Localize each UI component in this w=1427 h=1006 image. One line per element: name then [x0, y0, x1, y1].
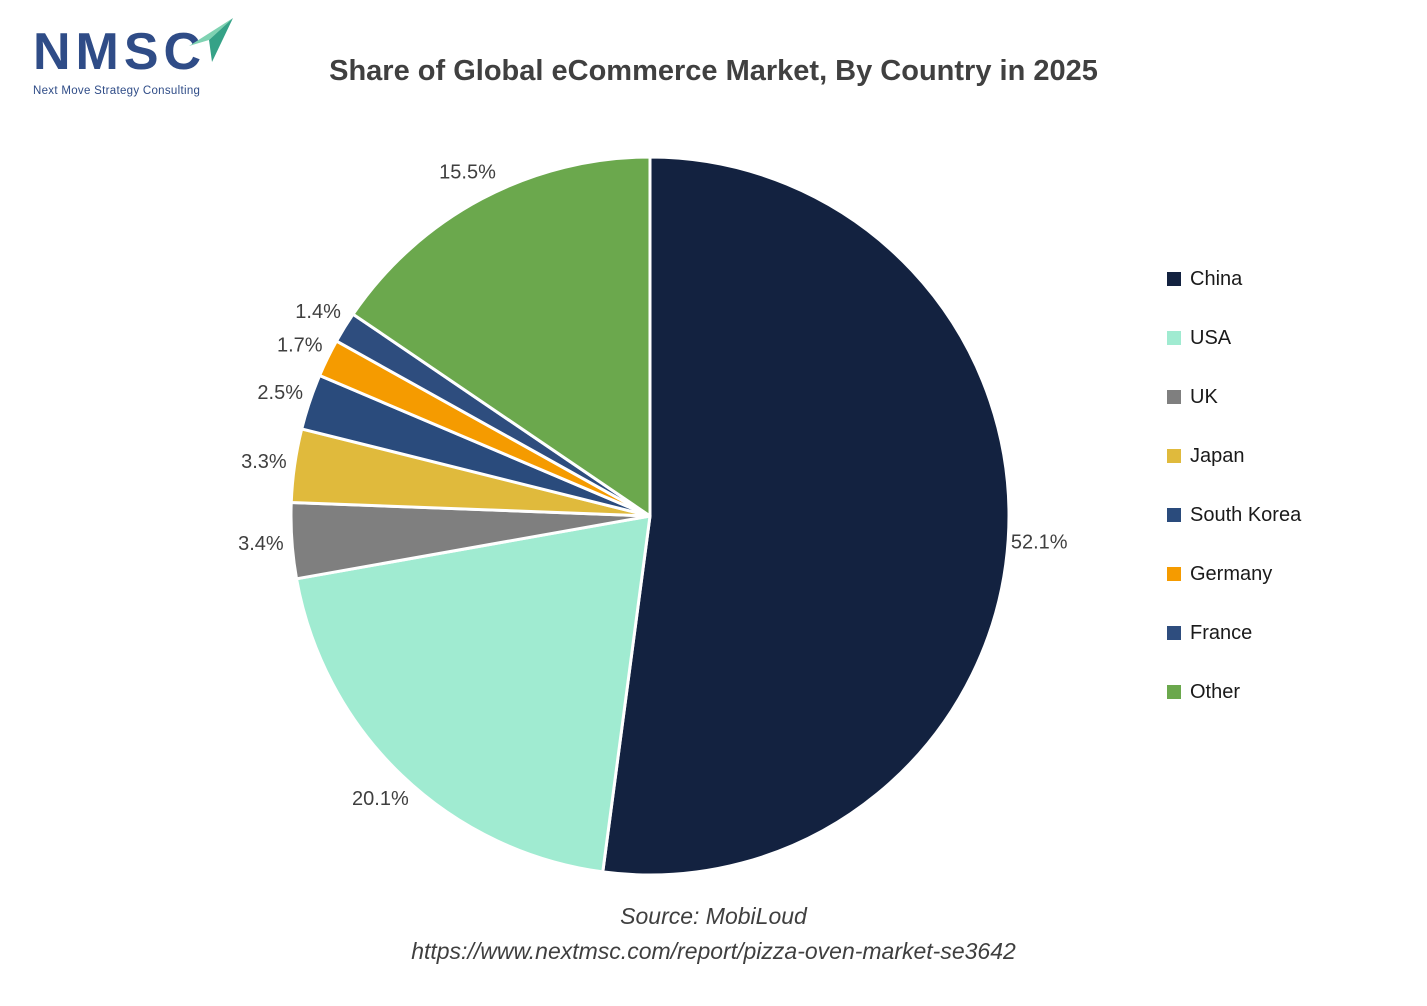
legend-item-south-korea: South Korea — [1167, 503, 1301, 527]
legend: China USA UK Japan South Korea Germany France O… — [1167, 267, 1301, 739]
legend-item-germany: Germany — [1167, 562, 1301, 586]
logo-subtext: Next Move Strategy Consulting — [33, 85, 201, 97]
page-title: Share of Global eCommerce Market, By Cou… — [329, 55, 1098, 87]
pie-label-germany: 1.7% — [277, 334, 323, 356]
legend-swatch-china — [1167, 272, 1181, 286]
legend-item-usa: USA — [1167, 326, 1301, 350]
logo-arrow-icon — [189, 18, 233, 62]
logo-text: NMSC — [33, 23, 207, 81]
legend-swatch-germany — [1167, 567, 1181, 581]
legend-swatch-usa — [1167, 331, 1181, 345]
pie-slice-china — [601, 155, 1011, 877]
source-note: Source: MobiLoud https://www.nextmsc.com… — [0, 899, 1427, 969]
pie-slice-other — [351, 155, 652, 518]
legend-item-other: Other — [1167, 680, 1301, 704]
legend-item-france: France — [1167, 621, 1301, 645]
source-line: Source: MobiLoud — [620, 903, 807, 929]
pie-slice-usa — [295, 514, 652, 874]
pie-label-uk: 3.4% — [238, 533, 284, 555]
legend-item-japan: Japan — [1167, 444, 1301, 468]
legend-label-france: France — [1190, 621, 1253, 644]
pie-label-south-korea: 2.5% — [257, 382, 303, 404]
legend-swatch-france — [1167, 626, 1181, 640]
legend-label-china: China — [1190, 267, 1243, 290]
legend-swatch-south-korea — [1167, 508, 1181, 522]
legend-swatch-uk — [1167, 390, 1181, 404]
source-url: https://www.nextmsc.com/report/pizza-ove… — [411, 938, 1016, 964]
pie-label-france: 1.4% — [295, 301, 341, 323]
legend-item-china: China — [1167, 267, 1301, 291]
pie-label-china: 52.1% — [1011, 532, 1068, 554]
pie-label-japan: 3.3% — [241, 451, 287, 473]
pie-label-usa: 20.1% — [352, 788, 409, 810]
nmsc-logo: NMSC Next Move Strategy Consulting — [33, 18, 263, 97]
pie-label-other: 15.5% — [439, 161, 496, 183]
legend-label-japan: Japan — [1190, 444, 1245, 467]
legend-label-south-korea: South Korea — [1190, 503, 1302, 526]
legend-label-germany: Germany — [1190, 562, 1273, 585]
legend-label-other: Other — [1190, 680, 1241, 703]
legend-item-uk: UK — [1167, 385, 1301, 409]
legend-swatch-other — [1167, 685, 1181, 699]
legend-label-usa: USA — [1190, 326, 1232, 349]
legend-swatch-japan — [1167, 449, 1181, 463]
legend-label-uk: UK — [1190, 385, 1218, 408]
